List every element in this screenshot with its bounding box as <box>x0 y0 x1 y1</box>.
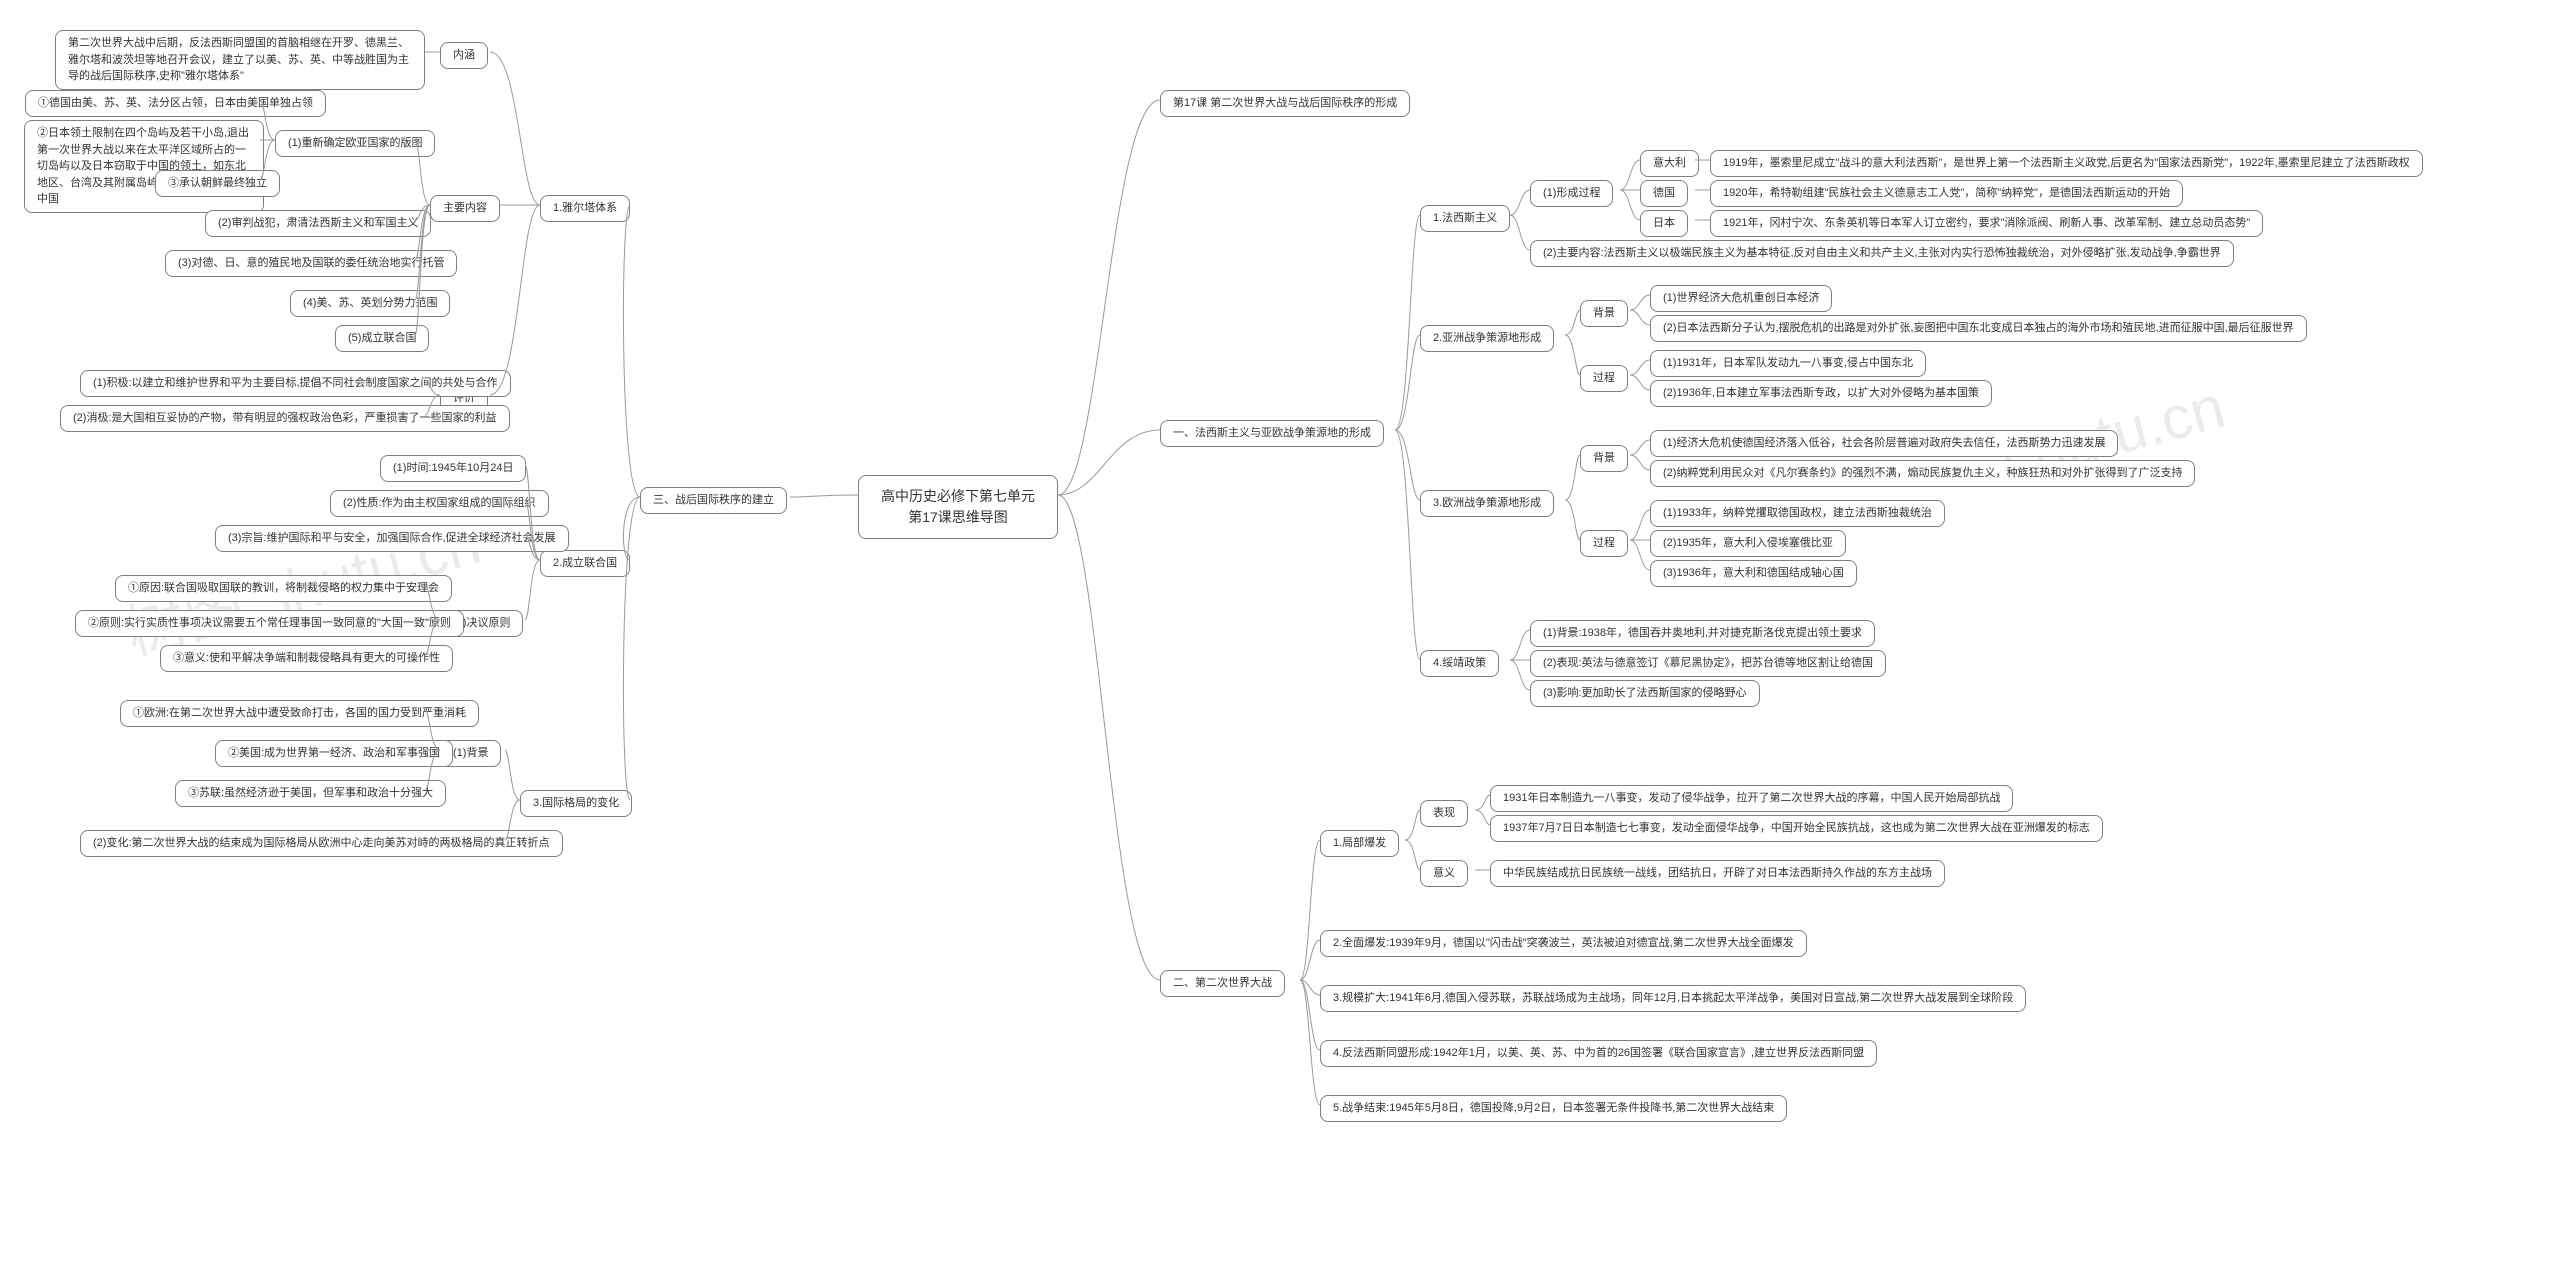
germany-text: 1920年，希特勒组建"民族社会主义德意志工人党"，简称"纳粹党"，是德国法西斯… <box>1710 180 2183 207</box>
sec2-n1-yy: 意义 <box>1420 860 1468 887</box>
left-n3-bg-c: ③苏联:虽然经济逊于美国，但军事和政治十分强大 <box>175 780 446 807</box>
left-n1-zy: 主要内容 <box>430 195 500 222</box>
sec1-n3-proc: 过程 <box>1580 530 1628 557</box>
sec2-n3: 3.规模扩大:1941年6月,德国入侵苏联，苏联战场成为主战场，同年12月,日本… <box>1320 985 2026 1012</box>
left-n1-zy-n2: (2)审判战犯，肃清法西斯主义和军国主义 <box>205 210 431 237</box>
sec1-n2-proc: 过程 <box>1580 365 1628 392</box>
sec1-n3-bg: 背景 <box>1580 445 1628 472</box>
left-n3-bh: (2)变化:第二次世界大战的结束成为国际格局从欧洲中心走向美苏对峙的两极格局的真… <box>80 830 563 857</box>
left-n2-a: (1)时间:1945年10月24日 <box>380 455 526 482</box>
sec1-n2-bg-b: (2)日本法西斯分子认为,摆脱危机的出路是对外扩张,妄图把中国东北变成日本独占的… <box>1650 315 2307 342</box>
left-n1-zy-n1-b: ②日本领土限制在四个岛屿及若干小岛,退出第一次世界大战以来在太平洋区域所占的一切… <box>24 120 264 213</box>
sec1-n4-b: (2)表现:英法与德意签订《慕尼黑协定》，把苏台德等地区割让给德国 <box>1530 650 1886 677</box>
sec1-n1: 1.法西斯主义 <box>1420 205 1510 232</box>
left-n3: 3.国际格局的变化 <box>520 790 632 817</box>
sec1-n4-c: (3)影响:更加助长了法西斯国家的侵略野心 <box>1530 680 1760 707</box>
left-n1-pj-b: (2)消极:是大国相互妥协的产物，带有明显的强权政治色彩，严重损害了一些国家的利… <box>60 405 510 432</box>
left-title: 三、战后国际秩序的建立 <box>640 487 787 514</box>
left-n3-bg-a: ①欧洲:在第二次世界大战中遭受致命打击，各国的国力受到严重消耗 <box>120 700 479 727</box>
sec1-n3: 3.欧洲战争策源地形成 <box>1420 490 1554 517</box>
sec1-n3-bg-a: (1)经济大危机使德国经济落入低谷，社会各阶层普遍对政府失去信任，法西斯势力迅速… <box>1650 430 2118 457</box>
left-n2-d-c: ③意义:使和平解决争端和制裁侵略具有更大的可操作性 <box>160 645 453 672</box>
sec1-n2: 2.亚洲战争策源地形成 <box>1420 325 1554 352</box>
germany-label: 德国 <box>1640 180 1688 207</box>
left-n1-zy-n4: (4)美、苏、英划分势力范围 <box>290 290 450 317</box>
sec1-n3-proc-a: (1)1933年，纳粹党攫取德国政权，建立法西斯独裁统治 <box>1650 500 1945 527</box>
sec2-n1-bx-a: 1931年日本制造九一八事变，发动了侵华战争，拉开了第二次世界大战的序幕，中国人… <box>1490 785 2013 812</box>
left-n1-zy-n1: (1)重新确定欧亚国家的版图 <box>275 130 435 157</box>
left-n2-c: (3)宗旨:维护国际和平与安全，加强国际合作,促进全球经济社会发展 <box>215 525 569 552</box>
sec2-n1-bx-b: 1937年7月7日日本制造七七事变，发动全面侵华战争，中国开始全民族抗战，这也成… <box>1490 815 2103 842</box>
left-n2: 2.成立联合国 <box>540 550 630 577</box>
japan-text: 1921年，冈村宁次、东条英机等日本军人订立密约，要求"消除派阀、刷新人事、改革… <box>1710 210 2263 237</box>
japan-label: 日本 <box>1640 210 1688 237</box>
sec1-n4-a: (1)背景:1938年，德国吞并奥地利,并对捷克斯洛伐克提出领土要求 <box>1530 620 1875 647</box>
left-n1-zy-n1-c: ③承认朝鲜最终独立 <box>155 170 280 197</box>
sec1-n2-bg: 背景 <box>1580 300 1628 327</box>
sec1-n1-content: (2)主要内容:法西斯主义以极端民族主义为基本特征,反对自由主义和共产主义,主张… <box>1530 240 2234 267</box>
left-n1-pj-a: (1)积极:以建立和维护世界和平为主要目标,提倡不同社会制度国家之间的共处与合作 <box>80 370 511 397</box>
left-n1: 1.雅尔塔体系 <box>540 195 630 222</box>
sec1-n4: 4.绥靖政策 <box>1420 650 1499 677</box>
left-n3-bg-b: ②美国:成为世界第一经济、政治和军事强国 <box>215 740 453 767</box>
sec1-n2-proc-b: (2)1936年,日本建立军事法西斯专政，以扩大对外侵略为基本国策 <box>1650 380 1992 407</box>
sec1-n2-proc-a: (1)1931年，日本军队发动九一八事变,侵占中国东北 <box>1650 350 1926 377</box>
sec2-title: 二、第二次世界大战 <box>1160 970 1285 997</box>
sec2-n1-yy-text: 中华民族结成抗日民族统一战线，团结抗日，开辟了对日本法西斯持久作战的东方主战场 <box>1490 860 1945 887</box>
sec2-n2: 2.全面爆发:1939年9月，德国以"闪击战"突袭波兰，英法被迫对德宣战,第二次… <box>1320 930 1807 957</box>
sec2-n4: 4.反法西斯同盟形成:1942年1月，以美、英、苏、中为首的26国签署《联合国家… <box>1320 1040 1877 1067</box>
sec2-n5: 5.战争结束:1945年5月8日，德国投降,9月2日，日本签署无条件投降书,第二… <box>1320 1095 1787 1122</box>
left-n2-d-a: ①原因:联合国吸取国联的教训，将制裁侵略的权力集中于安理会 <box>115 575 452 602</box>
left-n2-d-b: ②原则:实行实质性事项决议需要五个常任理事国一致同意的"大国一致"原则 <box>75 610 464 637</box>
italy-label: 意大利 <box>1640 150 1699 177</box>
sec1-n3-proc-b: (2)1935年，意大利入侵埃塞俄比亚 <box>1650 530 1846 557</box>
sec1-n3-proc-c: (3)1936年，意大利和德国结成轴心国 <box>1650 560 1857 587</box>
left-n1-nh: 内涵 <box>440 42 488 69</box>
left-n1-zy-n5: (5)成立联合国 <box>335 325 429 352</box>
sec1-n1-form: (1)形成过程 <box>1530 180 1613 207</box>
left-n1-zy-n3: (3)对德、日、意的殖民地及国联的委任统治地实行托管 <box>165 250 457 277</box>
sec1-title: 一、法西斯主义与亚欧战争策源地的形成 <box>1160 420 1384 447</box>
center-title: 高中历史必修下第七单元 第17课思维导图 <box>858 475 1058 539</box>
sec1-n3-bg-b: (2)纳粹党利用民众对《凡尔赛条约》的强烈不满，煽动民族复仇主义，种族狂热和对外… <box>1650 460 2195 487</box>
lesson-17-title: 第17课 第二次世界大战与战后国际秩序的形成 <box>1160 90 1410 117</box>
left-n2-b: (2)性质:作为由主权国家组成的国际组织 <box>330 490 549 517</box>
italy-text: 1919年，墨索里尼成立"战斗的意大利法西斯"，是世界上第一个法西斯主义政党,后… <box>1710 150 2423 177</box>
left-n1-nh-text: 第二次世界大战中后期，反法西斯同盟国的首脑相继在开罗、德黑兰、雅尔塔和波茨坦等地… <box>55 30 425 90</box>
sec1-n2-bg-a: (1)世界经济大危机重创日本经济 <box>1650 285 1832 312</box>
sec2-n1-bx: 表现 <box>1420 800 1468 827</box>
sec2-n1: 1.局部爆发 <box>1320 830 1399 857</box>
left-n1-zy-n1-a: ①德国由美、苏、英、法分区占领，日本由美国单独占领 <box>25 90 326 117</box>
